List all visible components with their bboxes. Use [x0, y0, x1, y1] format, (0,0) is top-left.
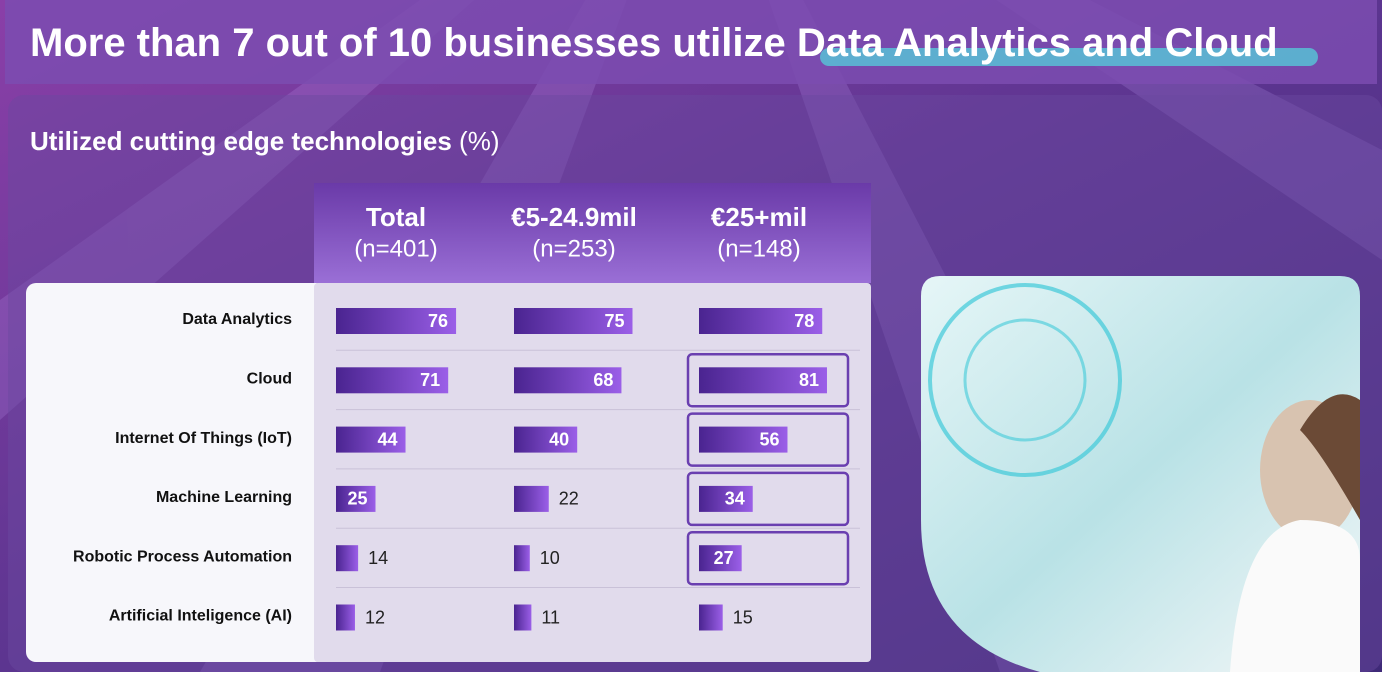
bar: [336, 426, 406, 453]
value-label: 14: [368, 548, 388, 568]
table-header: [314, 183, 871, 283]
series-sample: (n=401): [354, 235, 437, 262]
value-label: 44: [377, 429, 397, 449]
category-label: Robotic Process Automation: [73, 548, 292, 565]
highlight-box: [686, 353, 850, 408]
series-name: Total: [366, 202, 426, 232]
bar: [699, 426, 788, 453]
category-label: Cloud: [247, 371, 292, 388]
value-label: 76: [428, 311, 448, 331]
subtitle-text: Utilized cutting edge technologies: [30, 126, 452, 156]
highlight-box: [686, 412, 850, 467]
bar: [514, 426, 578, 453]
bar: [514, 308, 633, 334]
value-label: 78: [794, 311, 814, 331]
bar: [699, 485, 753, 512]
value-label: 81: [799, 370, 819, 390]
bar: [514, 367, 622, 394]
title-highlight: Data Analytics and Cloud: [797, 21, 1278, 65]
category-label: Machine Learning: [156, 489, 292, 506]
bar: [514, 604, 532, 631]
highlight-box: [686, 471, 850, 527]
value-label: 68: [593, 370, 613, 390]
value-label: 10: [540, 548, 560, 568]
title-highlight-bar: [820, 48, 1318, 66]
bar: [336, 367, 449, 394]
value-label: 27: [714, 548, 734, 568]
bar: [336, 485, 376, 512]
bar: [336, 604, 355, 631]
category-label: Artificial Inteligence (AI): [109, 608, 292, 625]
bar: [336, 308, 457, 334]
value-label: 25: [347, 489, 367, 509]
unit: (%): [459, 126, 499, 156]
highlight-box: [686, 530, 850, 586]
bar: [336, 545, 359, 572]
value-label: 40: [549, 429, 569, 449]
category-label: Data Analytics: [182, 311, 292, 328]
value-label: 56: [759, 429, 779, 449]
value-label: 71: [420, 370, 440, 390]
value-label: 12: [365, 607, 385, 627]
value-label: 75: [604, 311, 624, 331]
title-text: More than 7 out of 10 businesses utilize: [30, 21, 786, 65]
bar: [699, 604, 723, 631]
bar: [514, 485, 549, 512]
value-label: 15: [733, 607, 753, 627]
title-bar: [5, 0, 1377, 84]
label-area: [26, 283, 326, 662]
chart-title: More than 7 out of 10 businesses utilize…: [30, 21, 1278, 65]
series-sample: (n=253): [532, 235, 615, 262]
series-name: €25+mil: [711, 202, 807, 232]
bar: [699, 545, 742, 572]
series-sample: (n=148): [717, 235, 800, 262]
value-label: 11: [541, 607, 560, 627]
bar: [514, 545, 530, 572]
bar: [699, 367, 827, 394]
bar: [699, 308, 823, 334]
subtitle: Utilized cutting edge technologies (%): [30, 126, 499, 156]
photo: [921, 276, 1360, 672]
series-name: €5-24.9mil: [511, 202, 637, 232]
category-label: Internet Of Things (IoT): [115, 430, 292, 447]
value-label: 22: [559, 489, 579, 509]
value-label: 34: [725, 489, 745, 509]
